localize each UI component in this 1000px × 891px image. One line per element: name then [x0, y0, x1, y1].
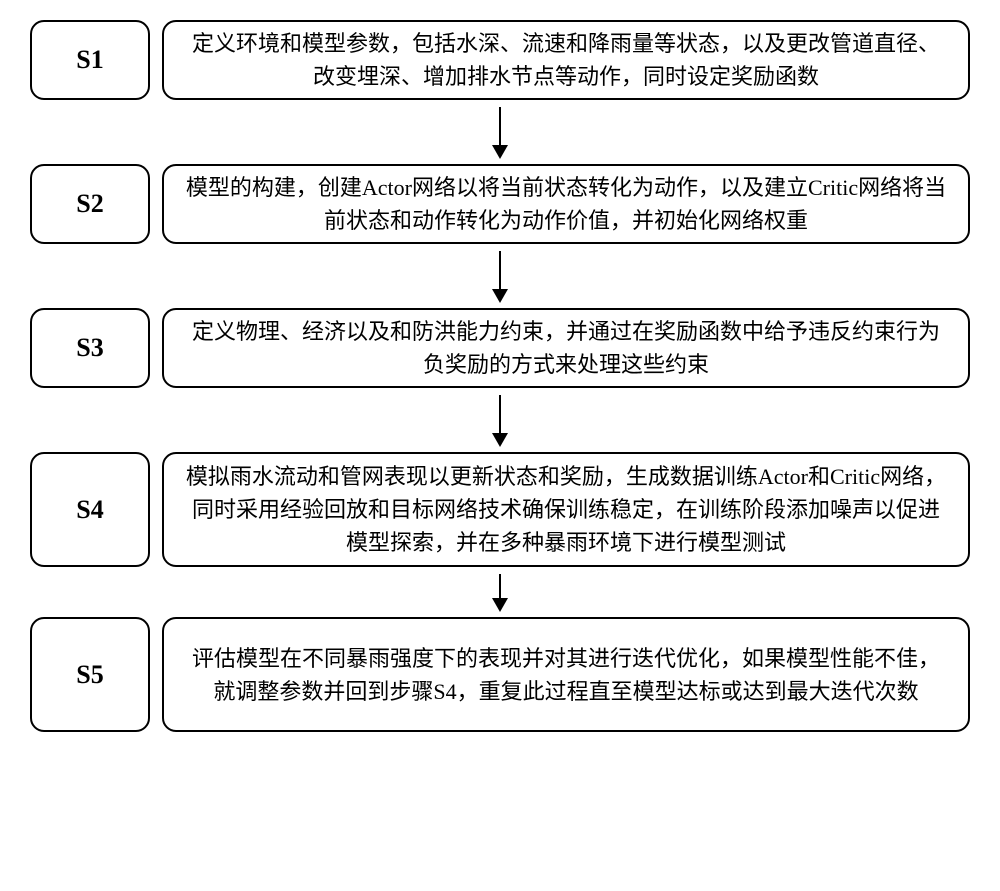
step-label-s2: S2 — [30, 164, 150, 244]
step-content-s4: 模拟雨水流动和管网表现以更新状态和奖励，生成数据训练Actor和Critic网络… — [162, 452, 970, 567]
arrow-line-icon — [499, 251, 501, 301]
arrow-s1-to-s2 — [30, 100, 970, 164]
step-label-s3: S3 — [30, 308, 150, 388]
arrow-line-icon — [499, 574, 501, 610]
arrow-s4-to-s5 — [30, 567, 970, 617]
step-row-s2: S2模型的构建，创建Actor网络以将当前状态转化为动作，以及建立Critic网… — [30, 164, 970, 244]
step-content-s3: 定义物理、经济以及和防洪能力约束，并通过在奖励函数中给予违反约束行为负奖励的方式… — [162, 308, 970, 388]
step-row-s1: S1定义环境和模型参数，包括水深、流速和降雨量等状态，以及更改管道直径、改变埋深… — [30, 20, 970, 100]
step-row-s4: S4模拟雨水流动和管网表现以更新状态和奖励，生成数据训练Actor和Critic… — [30, 452, 970, 567]
step-row-s3: S3定义物理、经济以及和防洪能力约束，并通过在奖励函数中给予违反约束行为负奖励的… — [30, 308, 970, 388]
arrow-line-icon — [499, 107, 501, 157]
step-row-s5: S5评估模型在不同暴雨强度下的表现并对其进行迭代优化，如果模型性能不佳，就调整参… — [30, 617, 970, 732]
step-label-s4: S4 — [30, 452, 150, 567]
step-content-s5: 评估模型在不同暴雨强度下的表现并对其进行迭代优化，如果模型性能不佳，就调整参数并… — [162, 617, 970, 732]
step-label-s5: S5 — [30, 617, 150, 732]
step-content-s1: 定义环境和模型参数，包括水深、流速和降雨量等状态，以及更改管道直径、改变埋深、增… — [162, 20, 970, 100]
step-label-s1: S1 — [30, 20, 150, 100]
flowchart-container: S1定义环境和模型参数，包括水深、流速和降雨量等状态，以及更改管道直径、改变埋深… — [30, 20, 970, 732]
arrow-s3-to-s4 — [30, 388, 970, 452]
step-content-s2: 模型的构建，创建Actor网络以将当前状态转化为动作，以及建立Critic网络将… — [162, 164, 970, 244]
arrow-s2-to-s3 — [30, 244, 970, 308]
arrow-line-icon — [499, 395, 501, 445]
